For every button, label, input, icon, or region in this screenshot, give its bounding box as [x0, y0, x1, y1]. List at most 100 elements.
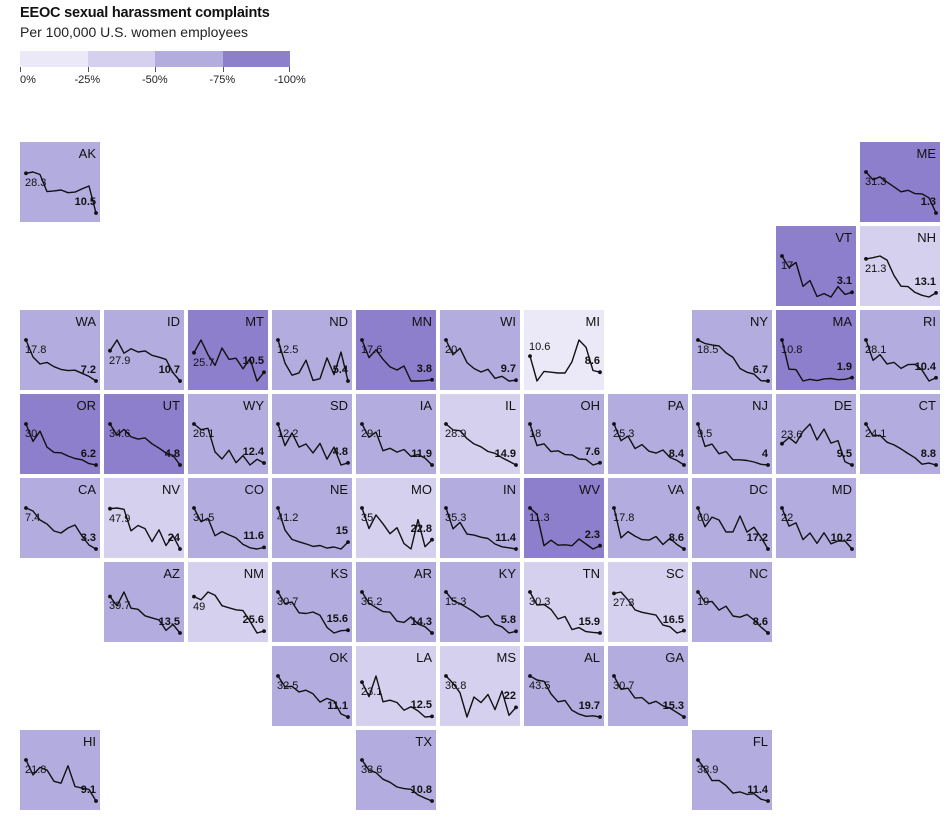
- sparkline-end-dot: [598, 631, 602, 635]
- sparkline-start-dot: [276, 590, 280, 594]
- end-value: 10.5: [242, 355, 264, 368]
- sparkline-end-dot: [94, 799, 98, 803]
- state-tile-oh: OH 18 7.6: [524, 394, 604, 474]
- sparkline-line: [865, 339, 937, 382]
- state-tile-fl: FL 38.9 11.4: [692, 730, 772, 810]
- state-abbr: NJ: [752, 398, 768, 413]
- sparkline-chart: [192, 506, 266, 550]
- state-tile-md: MD 22 10.2: [776, 478, 856, 558]
- start-value: 39.7: [109, 600, 131, 613]
- state-abbr: CO: [244, 482, 265, 497]
- sparkline-end-dot: [514, 378, 518, 383]
- start-value: 49: [193, 600, 206, 613]
- state-abbr: UT: [162, 398, 180, 413]
- sparkline-chart: [24, 338, 98, 383]
- state-tile-la: LA 23.1 12.5: [356, 646, 436, 726]
- sparkline-line: [361, 507, 433, 550]
- sparkline-start-dot: [444, 338, 448, 342]
- legend-tick: [20, 67, 21, 72]
- end-value: 10.7: [158, 364, 180, 376]
- sparkline-chart: [276, 674, 350, 719]
- sparkline-start-dot: [780, 506, 784, 510]
- sparkline-end-dot: [430, 631, 434, 635]
- state-tile-vt: VT 17 3.1: [776, 226, 856, 306]
- sparkline-start-dot: [528, 590, 532, 594]
- state-abbr: CA: [77, 482, 96, 497]
- state-abbr: DE: [833, 398, 852, 413]
- sparkline-end-dot: [598, 370, 602, 375]
- sparkline-chart: [444, 422, 518, 467]
- sparkline-start-dot: [444, 674, 448, 678]
- state-tile-ok: OK 32.5 11.1: [272, 646, 352, 726]
- sparkline-end-dot: [430, 463, 434, 467]
- legend-label: -25%: [74, 74, 101, 86]
- sparkline-start-dot: [192, 594, 196, 599]
- state-tile-va: VA 17.8 8.6: [608, 478, 688, 558]
- sparkline-start-dot: [360, 680, 364, 684]
- sparkline-chart: [444, 506, 518, 551]
- sparkline-start-dot: [864, 170, 868, 174]
- sparkline-line: [445, 423, 517, 466]
- sparkline-start-dot: [276, 338, 280, 342]
- state-tile-ma: MA 10.8 1.9: [776, 310, 856, 390]
- end-value: 14.9: [494, 448, 516, 460]
- state-tile-mn: MN 17.6 3.8: [356, 310, 436, 390]
- start-value: 43.5: [529, 680, 551, 692]
- state-tile-id: ID 27.9 10.7: [104, 310, 184, 390]
- sparkline-chart: [696, 758, 770, 803]
- sparkline-line: [445, 339, 517, 382]
- sparkline-start-dot: [24, 422, 28, 426]
- sparkline-line: [697, 339, 769, 382]
- sparkline-line: [25, 759, 97, 802]
- sparkline-line: [865, 171, 937, 214]
- start-value: 17.6: [361, 344, 383, 356]
- end-value: 16.5: [662, 613, 684, 626]
- sparkline-start-dot: [612, 674, 616, 678]
- sparkline-line: [277, 591, 349, 634]
- sparkline-chart: [864, 255, 938, 298]
- sparkline-start-dot: [276, 506, 280, 510]
- sparkline-line: [697, 591, 769, 634]
- sparkline-end-dot: [598, 715, 602, 719]
- end-value: 13.1: [914, 275, 936, 288]
- state-abbr: IL: [505, 398, 516, 413]
- sparkline-chart: [612, 674, 686, 719]
- sparkline-line: [277, 339, 349, 382]
- sparkline-end-dot: [346, 540, 350, 544]
- sparkline-line: [697, 759, 769, 802]
- sparkline-chart: [108, 339, 182, 383]
- end-value: 3.1: [836, 275, 852, 288]
- sparkline-end-dot: [346, 461, 350, 465]
- legend-swatch: [155, 51, 223, 67]
- start-value: 11.3: [529, 512, 550, 524]
- sparkline-end-dot: [178, 631, 182, 635]
- sparkline-chart: [24, 506, 98, 551]
- end-value: 8.6: [752, 616, 768, 628]
- state-abbr: MS: [496, 650, 517, 665]
- sparkline-chart: [108, 506, 182, 551]
- start-value: 38.9: [697, 764, 719, 776]
- state-tile-nh: NH 21.3 13.1: [860, 226, 940, 306]
- state-abbr: KY: [498, 566, 516, 581]
- state-tile-in: IN 35.3 11.4: [440, 478, 520, 558]
- state-tile-ms: MS 36.8 22: [440, 646, 520, 726]
- state-abbr: GA: [665, 650, 684, 665]
- end-value: 9.5: [836, 448, 852, 460]
- sparkline-start-dot: [24, 506, 28, 510]
- sparkline-line: [529, 423, 601, 466]
- state-tile-ky: KY 15.3 5.8: [440, 562, 520, 642]
- legend-label: -75%: [209, 74, 236, 86]
- state-tile-ga: GA 30.7 15.3: [608, 646, 688, 726]
- sparkline-chart: [360, 338, 434, 382]
- start-value: 23.1: [361, 686, 383, 699]
- sparkline-end-dot: [766, 631, 770, 635]
- sparkline-start-dot: [24, 338, 28, 342]
- state-tile-sd: SD 12.2 4.8: [272, 394, 352, 474]
- sparkline-chart: [528, 422, 602, 466]
- sparkline-line: [25, 339, 97, 382]
- state-tile-nj: NJ 9.5 4: [692, 394, 772, 474]
- state-abbr: WA: [75, 314, 96, 329]
- start-value: 36.8: [445, 680, 467, 692]
- sparkline-chart: [360, 675, 434, 719]
- end-value: 17.2: [746, 532, 768, 544]
